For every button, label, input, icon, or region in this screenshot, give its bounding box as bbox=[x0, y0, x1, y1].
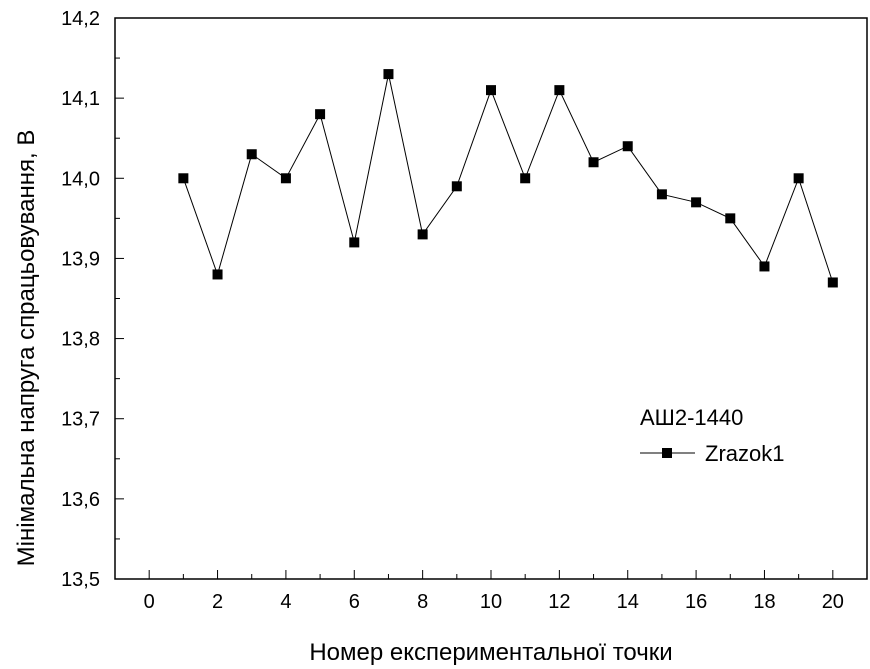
data-point bbox=[759, 261, 770, 272]
y-tick-label: 14,2 bbox=[61, 8, 100, 30]
x-tick-label: 2 bbox=[212, 591, 223, 613]
data-point bbox=[691, 197, 702, 208]
y-tick-label: 13,8 bbox=[61, 329, 100, 351]
x-tick-label: 6 bbox=[349, 591, 360, 613]
data-point bbox=[246, 149, 257, 160]
data-point bbox=[554, 85, 565, 96]
y-axis-title: Мінімальна напруга спрацьовування, В bbox=[13, 130, 40, 567]
data-point bbox=[178, 173, 189, 184]
x-tick-label: 18 bbox=[753, 591, 775, 613]
data-point bbox=[280, 173, 291, 184]
y-tick-label: 13,9 bbox=[61, 248, 100, 270]
legend-title: АШ2-1440 bbox=[640, 405, 743, 430]
data-point bbox=[383, 69, 394, 80]
axis-tick-labels: 0 2 4 6 8 10 12 14 16 18 20 13,5 13,6 13,7 13,8 13,9 14,… bbox=[61, 8, 844, 613]
x-axis-title: Номер експериментальної точки bbox=[309, 639, 672, 666]
data-point bbox=[486, 85, 496, 96]
x-tick-label: 16 bbox=[685, 591, 707, 613]
legend-series-label: Zrazok1 bbox=[705, 441, 784, 466]
series-line-zrazok1 bbox=[182, 73, 834, 283]
data-point bbox=[349, 237, 360, 248]
data-point bbox=[417, 229, 428, 240]
x-tick-label: 4 bbox=[280, 591, 291, 613]
axis-ticks bbox=[115, 17, 834, 580]
x-tick-label: 0 bbox=[144, 591, 155, 613]
x-tick-label: 8 bbox=[417, 591, 428, 613]
plot-frame bbox=[114, 17, 868, 580]
data-point bbox=[827, 277, 838, 288]
y-tick-label: 13,5 bbox=[61, 569, 100, 591]
data-point bbox=[588, 157, 599, 168]
x-tick-label: 20 bbox=[822, 591, 844, 613]
data-point bbox=[451, 181, 462, 192]
data-point bbox=[793, 173, 804, 184]
y-tick-label: 14,0 bbox=[61, 168, 100, 190]
legend-marker bbox=[662, 448, 672, 458]
y-tick-label: 13,6 bbox=[61, 489, 100, 511]
data-point bbox=[622, 141, 633, 152]
x-tick-label: 12 bbox=[548, 591, 570, 613]
series-markers bbox=[178, 69, 838, 288]
data-point bbox=[520, 173, 531, 184]
legend: АШ2-1440 Zrazok1 bbox=[640, 405, 784, 466]
data-point bbox=[212, 269, 223, 280]
y-tick-label: 13,7 bbox=[61, 409, 100, 431]
data-point bbox=[315, 109, 326, 120]
x-tick-label: 14 bbox=[617, 591, 639, 613]
data-point bbox=[725, 213, 736, 224]
x-tick-label: 10 bbox=[480, 591, 502, 613]
y-tick-label: 14,1 bbox=[61, 88, 100, 110]
data-point bbox=[656, 189, 667, 200]
